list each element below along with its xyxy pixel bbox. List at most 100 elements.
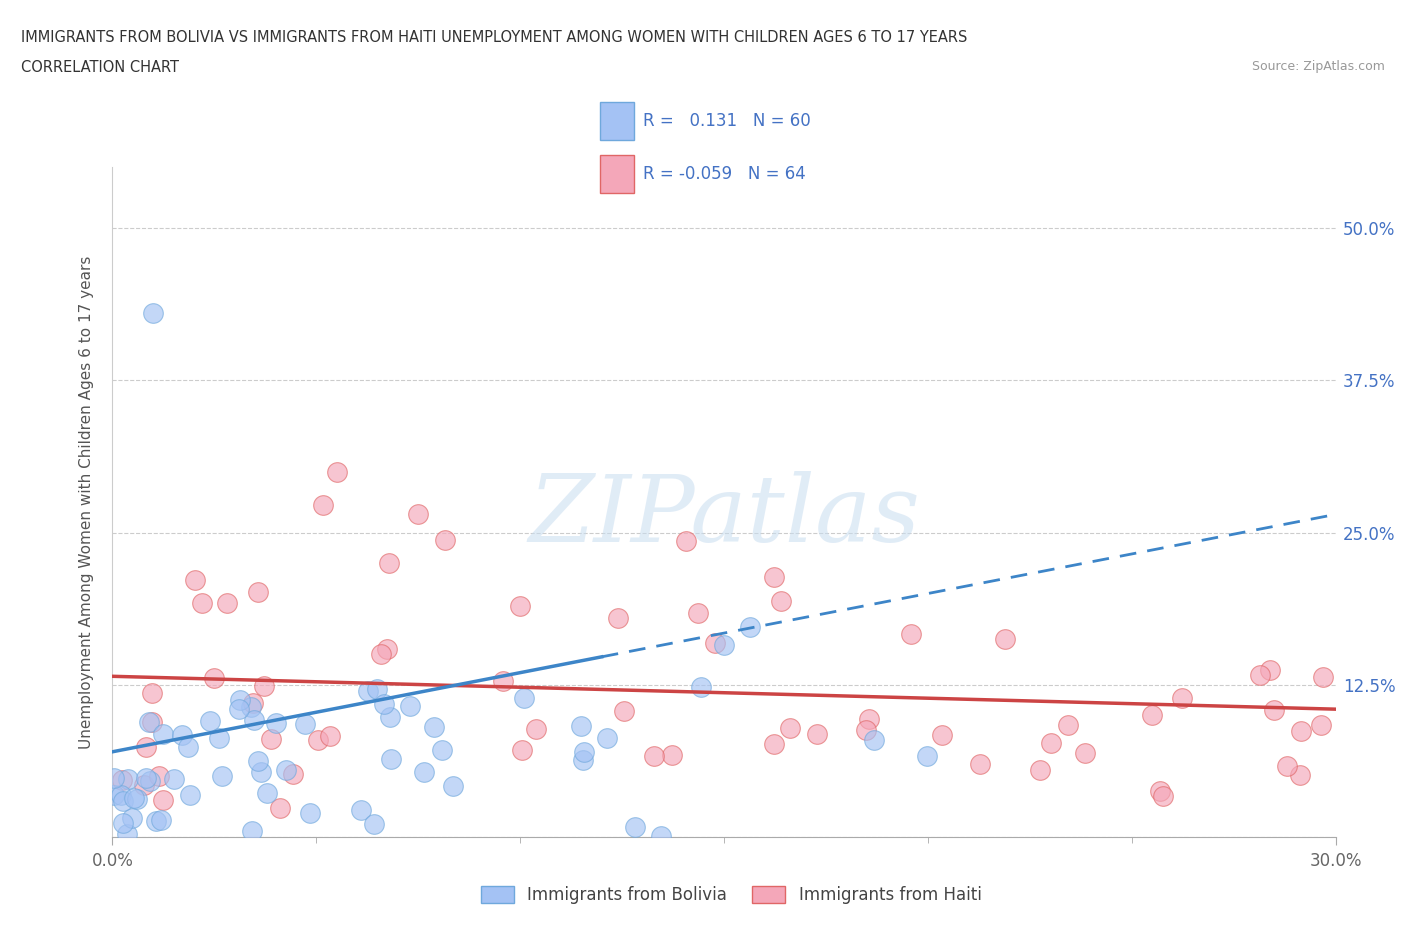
Point [969, 756, 991, 771]
Point [370, 646, 392, 661]
Point [138, 714, 160, 729]
Point [135, 770, 157, 785]
Point [650, 829, 672, 844]
Point [763, 569, 786, 584]
Point [1263, 703, 1285, 718]
Point [596, 731, 619, 746]
Point [260, 732, 283, 747]
Point [211, 769, 233, 784]
Point [915, 749, 938, 764]
Point [1171, 691, 1194, 706]
Point [326, 464, 349, 479]
Point [675, 534, 697, 549]
Point [246, 585, 269, 600]
Point [170, 727, 193, 742]
Point [103, 787, 125, 802]
Point [613, 703, 636, 718]
Point [142, 306, 165, 321]
Point [350, 803, 373, 817]
Point [134, 777, 156, 792]
Point [141, 715, 163, 730]
Point [1312, 670, 1334, 684]
Point [1074, 746, 1097, 761]
FancyBboxPatch shape [600, 102, 634, 140]
Point [247, 753, 270, 768]
Point [240, 700, 263, 715]
Point [256, 786, 278, 801]
Point [281, 766, 304, 781]
Point [862, 732, 884, 747]
Point [661, 747, 683, 762]
Point [762, 737, 785, 751]
Text: ZIPatlas: ZIPatlas [529, 471, 920, 561]
Point [191, 596, 214, 611]
Point [177, 739, 200, 754]
Point [312, 498, 335, 512]
Point [900, 626, 922, 641]
Y-axis label: Unemployment Among Women with Children Ages 6 to 17 years: Unemployment Among Women with Children A… [79, 256, 94, 749]
Point [112, 793, 135, 808]
Point [200, 713, 222, 728]
Point [509, 599, 531, 614]
Text: IMMIGRANTS FROM BOLIVIA VS IMMIGRANTS FROM HAITI UNEMPLOYMENT AMONG WOMEN WITH C: IMMIGRANTS FROM BOLIVIA VS IMMIGRANTS FR… [21, 30, 967, 45]
Point [1309, 718, 1331, 733]
Point [269, 801, 291, 816]
Point [623, 819, 645, 834]
Point [412, 764, 434, 779]
Point [769, 593, 792, 608]
Point [149, 813, 172, 828]
Point [242, 824, 264, 839]
Point [141, 685, 163, 700]
Point [307, 733, 329, 748]
Point [1056, 718, 1078, 733]
Point [148, 769, 170, 784]
Text: CORRELATION CHART: CORRELATION CHART [21, 60, 179, 75]
Point [299, 805, 322, 820]
Point [184, 573, 207, 588]
Point [274, 763, 297, 777]
Point [103, 771, 125, 786]
Point [202, 671, 225, 685]
Point [1260, 663, 1282, 678]
Point [111, 816, 134, 830]
Point [690, 680, 713, 695]
Point [398, 698, 420, 713]
Point [373, 697, 395, 711]
Point [179, 788, 201, 803]
Point [139, 773, 162, 788]
Point [228, 692, 250, 707]
Point [510, 742, 533, 757]
Point [250, 764, 273, 779]
Point [375, 642, 398, 657]
Point [378, 556, 401, 571]
Point [855, 723, 877, 737]
Point [145, 814, 167, 829]
Point [264, 716, 287, 731]
Point [366, 681, 388, 696]
Point [858, 711, 880, 726]
Point [125, 792, 148, 807]
FancyBboxPatch shape [600, 155, 634, 193]
Point [704, 635, 727, 650]
Point [1249, 668, 1271, 683]
Point [217, 595, 239, 610]
Text: R = -0.059   N = 64: R = -0.059 N = 64 [643, 166, 806, 183]
Point [242, 696, 264, 711]
Point [779, 721, 801, 736]
Point [572, 745, 595, 760]
Point [363, 817, 385, 831]
Point [1277, 759, 1299, 774]
Point [569, 719, 592, 734]
Point [524, 722, 547, 737]
Point [124, 790, 146, 805]
Point [430, 743, 453, 758]
Point [228, 701, 250, 716]
Point [208, 731, 231, 746]
Point [152, 726, 174, 741]
Point [931, 727, 953, 742]
Text: Source: ZipAtlas.com: Source: ZipAtlas.com [1251, 60, 1385, 73]
Point [422, 720, 444, 735]
Point [643, 749, 665, 764]
Point [318, 728, 340, 743]
Point [253, 679, 276, 694]
